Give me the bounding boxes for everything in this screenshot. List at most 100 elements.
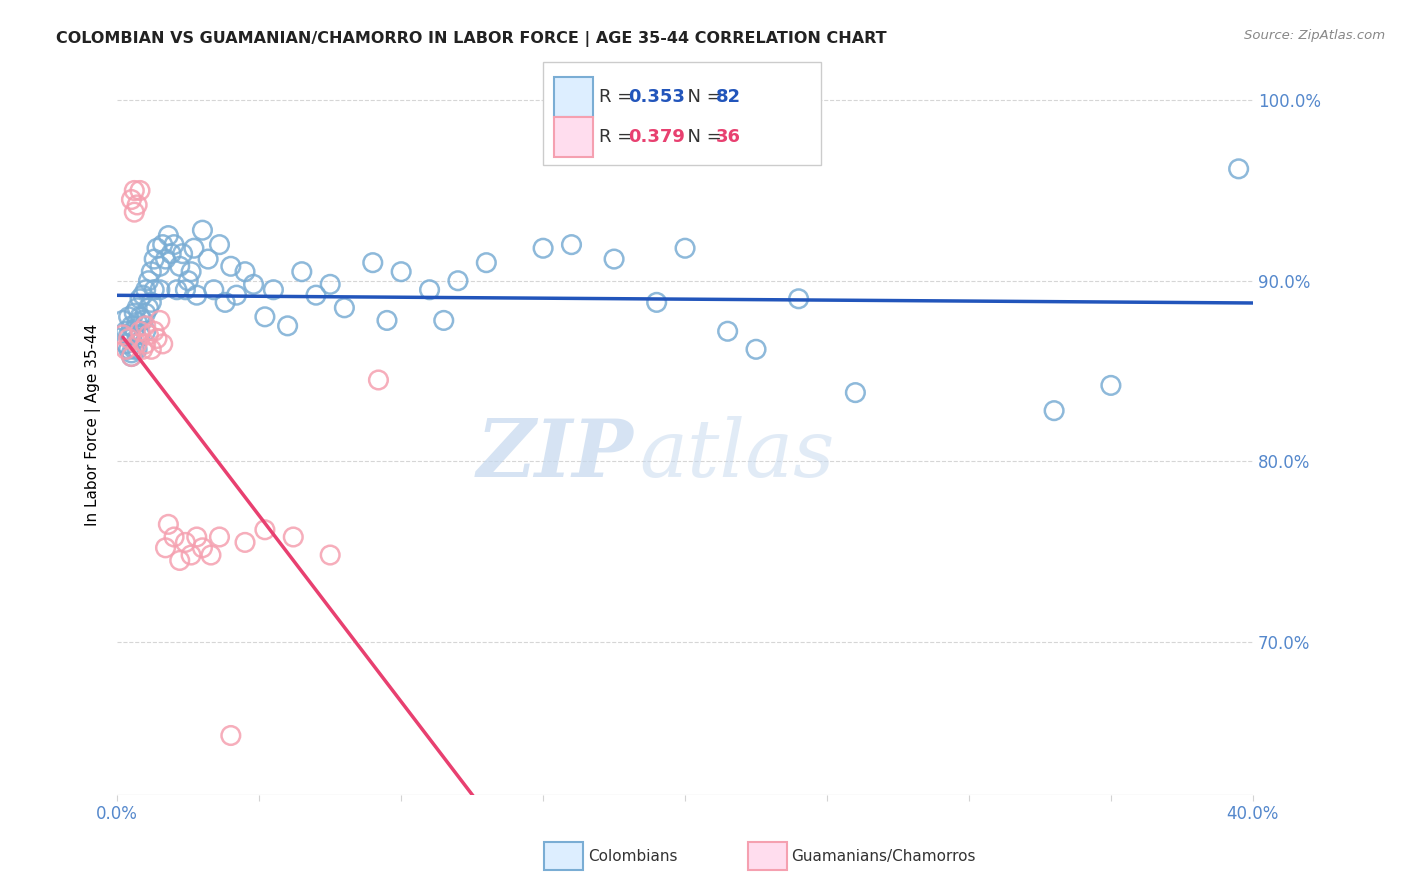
Point [191, 223, 214, 237]
Point [117, 343, 139, 357]
Point [419, 283, 441, 297]
FancyBboxPatch shape [554, 77, 593, 117]
Point [117, 327, 139, 342]
Point [143, 252, 166, 266]
Point [132, 313, 155, 327]
Point [291, 265, 314, 279]
Point [319, 277, 342, 292]
Point [367, 373, 389, 387]
Point [114, 324, 136, 338]
Point [531, 241, 554, 255]
Text: N =: N = [676, 128, 727, 145]
Text: R =: R = [599, 87, 638, 105]
Point [262, 283, 284, 297]
Text: ZIP: ZIP [477, 416, 634, 493]
Point [645, 295, 668, 310]
Point [121, 350, 143, 364]
Point [219, 260, 242, 274]
Text: Guamanians/Chamorros: Guamanians/Chamorros [792, 849, 976, 863]
Point [186, 288, 208, 302]
Point [787, 292, 810, 306]
Point [149, 313, 172, 327]
Point [169, 553, 191, 567]
Text: atlas: atlas [640, 416, 835, 493]
Point [253, 310, 276, 324]
Point [111, 327, 134, 342]
Point [447, 274, 470, 288]
Point [177, 274, 200, 288]
Point [152, 337, 174, 351]
Point [121, 193, 143, 207]
Point [560, 237, 582, 252]
Point [157, 517, 180, 532]
Point [121, 350, 143, 364]
Text: 0.353: 0.353 [628, 87, 685, 105]
Point [183, 241, 205, 255]
Point [200, 548, 222, 562]
Point [844, 385, 866, 400]
Point [138, 327, 160, 342]
Point [127, 331, 149, 345]
Point [283, 530, 305, 544]
Point [127, 315, 149, 329]
Text: N =: N = [676, 87, 727, 105]
Point [155, 541, 177, 555]
Point [389, 265, 412, 279]
Point [124, 343, 146, 357]
Text: 36: 36 [716, 128, 741, 145]
Point [143, 283, 166, 297]
Point [129, 310, 152, 324]
Point [180, 265, 202, 279]
Point [143, 324, 166, 338]
Point [433, 313, 456, 327]
Point [135, 337, 157, 351]
Point [745, 343, 768, 357]
Point [111, 313, 134, 327]
Point [132, 343, 155, 357]
Point [253, 523, 276, 537]
Point [138, 301, 160, 315]
Point [135, 306, 157, 320]
Point [197, 252, 219, 266]
Point [208, 530, 231, 544]
Point [1043, 403, 1066, 417]
Point [129, 327, 152, 342]
Point [186, 530, 208, 544]
Point [172, 246, 194, 260]
Point [132, 288, 155, 302]
Point [174, 283, 197, 297]
Point [129, 292, 152, 306]
Point [141, 265, 163, 279]
Point [163, 530, 186, 544]
Point [152, 237, 174, 252]
Point [157, 228, 180, 243]
Point [219, 729, 242, 743]
Point [124, 306, 146, 320]
Point [138, 274, 160, 288]
Point [129, 184, 152, 198]
Point [141, 295, 163, 310]
Point [233, 265, 256, 279]
Point [717, 324, 740, 338]
Point [121, 346, 143, 360]
Point [155, 252, 177, 266]
Point [141, 343, 163, 357]
Point [202, 283, 225, 297]
Y-axis label: In Labor Force | Age 35-44: In Labor Force | Age 35-44 [86, 324, 101, 526]
Text: R =: R = [599, 128, 638, 145]
Point [117, 310, 139, 324]
Point [124, 322, 146, 336]
Point [129, 324, 152, 338]
Point [114, 343, 136, 357]
Point [127, 343, 149, 357]
FancyBboxPatch shape [554, 117, 593, 156]
Point [1227, 161, 1250, 176]
Point [174, 535, 197, 549]
Point [603, 252, 626, 266]
Point [277, 318, 299, 333]
Point [127, 301, 149, 315]
Point [475, 255, 498, 269]
Point [117, 331, 139, 345]
Point [146, 241, 169, 255]
Point [149, 260, 172, 274]
